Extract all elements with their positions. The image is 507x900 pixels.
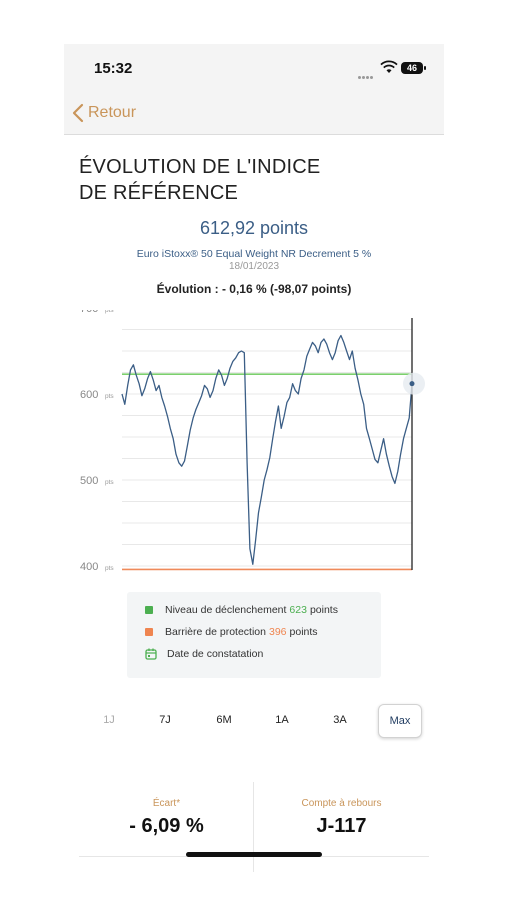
index-points: 612,92 points xyxy=(199,218,309,238)
page-title: ÉVOLUTION DE L'INDICE DE RÉFÉRENCE xyxy=(79,154,320,206)
date-label: Date de constatation xyxy=(167,648,264,660)
status-bar: 15:32 46 xyxy=(64,44,444,92)
back-button[interactable]: Retour xyxy=(72,100,136,126)
status-time: 15:32 xyxy=(94,60,133,77)
trigger-value: 623 xyxy=(289,604,307,616)
index-name: Euro iStoxx® 50 Equal Weight NR Decremen… xyxy=(136,248,372,260)
y-tick-label: 400 xyxy=(80,561,98,573)
battery-icon: 46 xyxy=(401,62,426,74)
home-indicator[interactable] xyxy=(186,852,322,857)
trigger-unit: points xyxy=(309,604,338,616)
trigger-swatch xyxy=(145,606,153,614)
barrier-value: 396 xyxy=(268,626,287,638)
legend-barrier: Barrière de protection 396 points xyxy=(145,626,318,638)
chart-legend: Niveau de déclenchement 623 points Barri… xyxy=(127,592,381,678)
page-title-line1: ÉVOLUTION DE L'INDICE xyxy=(79,156,321,178)
stats-panel: Écart* - 6,09 % Compte à rebours J-117 xyxy=(79,782,429,872)
stats-divider xyxy=(253,782,254,872)
barrier-unit: points xyxy=(289,626,318,638)
y-tick-unit: pts xyxy=(105,479,114,486)
countdown-stat: Compte à rebours J-117 xyxy=(254,782,429,838)
y-tick-label: 700 xyxy=(80,310,98,315)
gap-value: - 6,09 % xyxy=(129,815,204,837)
back-label: Retour xyxy=(88,104,137,121)
countdown-label: Compte à rebours xyxy=(301,798,382,809)
y-tick-unit: pts xyxy=(105,565,114,572)
legend-trigger: Niveau de déclenchement 623 points xyxy=(145,604,338,616)
countdown-value: J-117 xyxy=(316,815,367,837)
index-chart[interactable]: 400 pts 500 pts 600 pts 700 pts xyxy=(64,310,444,580)
y-tick-unit: pts xyxy=(105,310,114,314)
chevron-left-icon xyxy=(72,103,84,123)
page-title-line2: DE RÉFÉRENCE xyxy=(79,182,239,204)
tab-1j[interactable]: 1J xyxy=(103,714,115,726)
y-tick-label: 500 xyxy=(80,475,98,487)
range-tabs: 1J 7J 6M 1A 3A Max xyxy=(94,704,424,738)
nav-bar: Retour xyxy=(64,92,444,135)
trigger-label: Niveau de déclenchement xyxy=(165,604,287,616)
tab-7j[interactable]: 7J xyxy=(159,714,171,726)
phone-screen: 15:32 46 Retour ÉVOLUTION DE L'INDICE DE… xyxy=(64,44,444,900)
signal-icon xyxy=(358,66,378,79)
barrier-swatch xyxy=(145,628,153,636)
calendar-icon xyxy=(145,648,157,660)
tab-max[interactable]: Max xyxy=(378,704,422,738)
legend-date: Date de constatation xyxy=(145,648,263,660)
cursor-point xyxy=(409,381,415,387)
tab-3a[interactable]: 3A xyxy=(333,714,347,726)
evolution-text: Évolution : - 0,16 % (-98,07 points) xyxy=(156,282,352,296)
barrier-label: Barrière de protection xyxy=(165,626,266,638)
index-date: 18/01/2023 xyxy=(228,261,280,272)
tab-6m[interactable]: 6M xyxy=(216,714,232,726)
gap-label: Écart* xyxy=(152,798,181,809)
y-tick-unit: pts xyxy=(105,393,114,400)
gap-stat: Écart* - 6,09 % xyxy=(79,782,254,838)
index-series-line xyxy=(121,334,413,565)
tab-1a[interactable]: 1A xyxy=(275,714,289,726)
y-tick-label: 600 xyxy=(80,389,98,401)
wifi-icon xyxy=(380,60,398,73)
